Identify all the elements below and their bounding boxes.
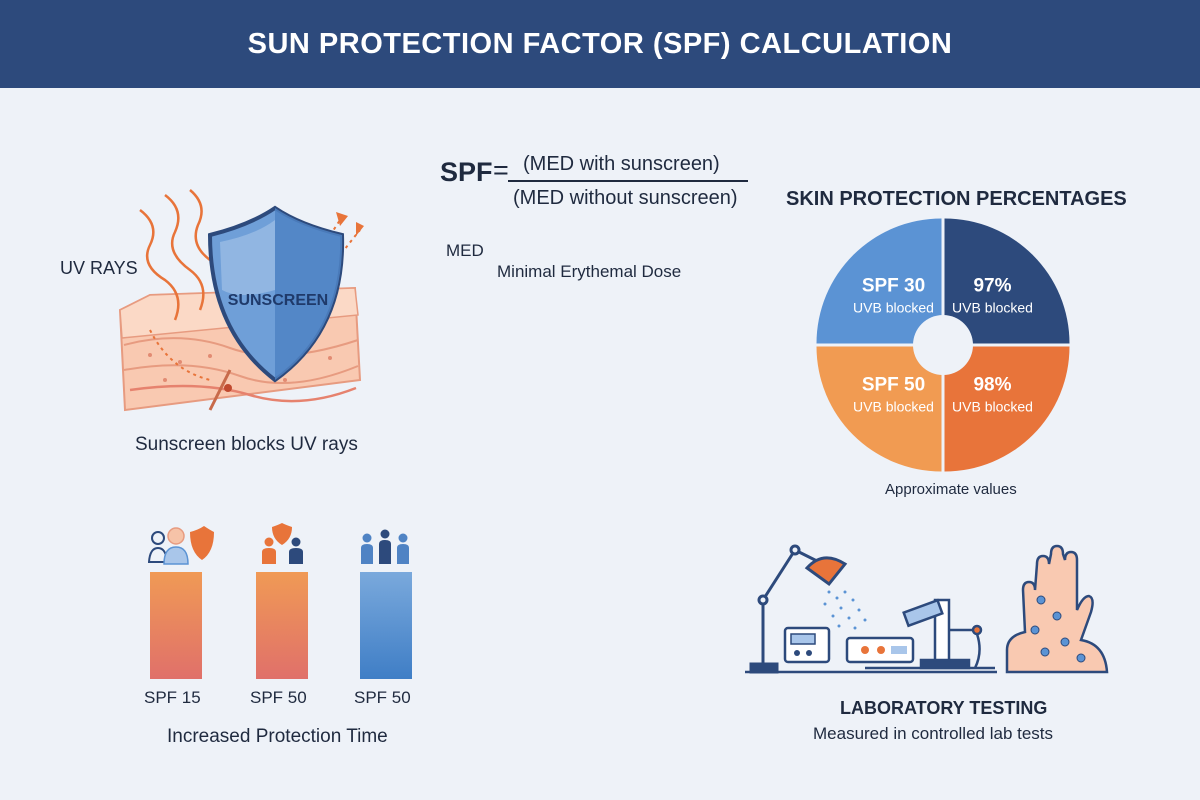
protection-bar-label-2: SPF 50	[250, 688, 307, 707]
person-shield-icon-1	[148, 526, 214, 565]
uv-rays-graphic	[139, 189, 211, 321]
lab-device-meter	[783, 626, 831, 664]
people-icon-3	[361, 529, 409, 564]
page-title: SUN PROTECTION FACTOR (SPF) CALCULATION	[247, 27, 953, 60]
skin-caption: Sunscreen blocks UV rays	[135, 434, 358, 455]
med-abbreviation: MED	[446, 241, 484, 260]
protection-bar-label-3: SPF 50	[354, 688, 411, 707]
pie-slice-1	[816, 218, 942, 344]
person-shield-icon-2	[262, 523, 303, 564]
arrow-head-1	[336, 212, 348, 226]
lab-device-analyzer	[845, 636, 915, 664]
pie-slice-2	[944, 218, 1070, 344]
med-definition: Minimal Erythemal Dose	[497, 262, 682, 281]
formula-numerator: (MED with sunscreen)	[523, 153, 720, 175]
bars-caption: Increased Protection Time	[167, 726, 388, 747]
chart-title: SKIN PROTECTION PERCENTAGES	[786, 188, 1127, 210]
lab-subtitle: Measured in controlled lab tests	[813, 724, 1054, 743]
pie-label-3: 98%	[973, 374, 1011, 395]
protection-bar-label-1: SPF 15	[144, 688, 201, 707]
pie-label-4: SPF 50	[862, 374, 925, 395]
pie-sublabel-1: UVB blocked	[853, 300, 934, 316]
light-beam-dots	[823, 590, 867, 630]
pie-label-2: 97%	[973, 276, 1011, 297]
pie-sublabel-4: UVB blocked	[853, 398, 934, 414]
lab-illustration	[745, 544, 1109, 674]
sunscreen-shield-icon	[207, 205, 345, 383]
page-header: SUN PROTECTION FACTOR (SPF) CALCULATION	[0, 0, 1200, 88]
uv-lamp-icon	[749, 544, 848, 674]
people-icons-row	[148, 523, 409, 565]
pie-slice-4	[816, 346, 942, 472]
protection-bar-3	[360, 572, 412, 679]
protection-bar-2	[256, 572, 308, 679]
pie-sublabel-2: UVB blocked	[952, 300, 1033, 316]
pie-sublabel-3: UVB blocked	[952, 398, 1033, 414]
shield-label: SUNSCREEN	[228, 292, 328, 309]
pie-label-1: SPF 30	[862, 276, 925, 297]
pie-center-hole	[913, 315, 973, 375]
lab-title: LABORATORY TESTING	[840, 698, 1048, 718]
pie-slice-3	[944, 346, 1070, 472]
chart-note: Approximate values	[885, 481, 1017, 498]
microscope-icon	[745, 598, 997, 674]
protection-bar-1	[150, 572, 202, 679]
formula-denominator: (MED without sunscreen)	[513, 187, 738, 209]
formula-equals: =	[493, 155, 509, 185]
arrow-head-2	[356, 222, 364, 236]
uv-rays-label: UV RAYS	[60, 258, 138, 278]
fraction-line	[508, 180, 748, 182]
formula-lhs: SPF	[440, 157, 493, 187]
skin-illustration: SUNSCREEN	[118, 189, 364, 412]
tested-hand-icon	[1005, 544, 1109, 674]
protection-pie-chart: SPF 30 UVB blocked 97% UVB blocked 98% UVB bl…	[816, 218, 1070, 472]
